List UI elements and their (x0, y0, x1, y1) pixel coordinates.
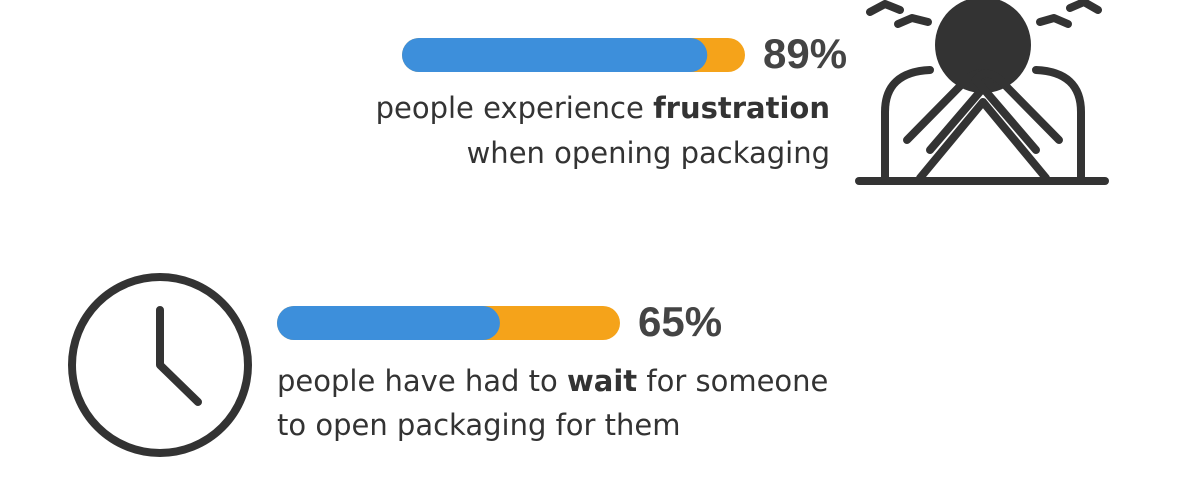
text-segment: people have had to (277, 364, 567, 398)
emphasis: wait (567, 364, 637, 398)
stat-percent: 89% (763, 30, 847, 77)
stat-text-line: people have had to wait for someone (277, 364, 828, 398)
frustration-icon (855, 0, 1109, 185)
bar-fill (277, 306, 500, 340)
text-segment: to open packaging for them (277, 408, 681, 442)
text-segment: when opening packaging (467, 136, 830, 170)
emphasis: frustration (653, 91, 830, 125)
stat-percent: 65% (638, 298, 722, 345)
stat-text-line: to open packaging for them (277, 408, 681, 442)
clock-icon (68, 273, 252, 457)
stat-text-line: when opening packaging (467, 136, 830, 170)
bar-fill (402, 38, 708, 72)
text-segment: for someone (637, 364, 828, 398)
text-segment: people experience (376, 91, 653, 125)
stat-text-line: people experience frustration (376, 91, 830, 125)
